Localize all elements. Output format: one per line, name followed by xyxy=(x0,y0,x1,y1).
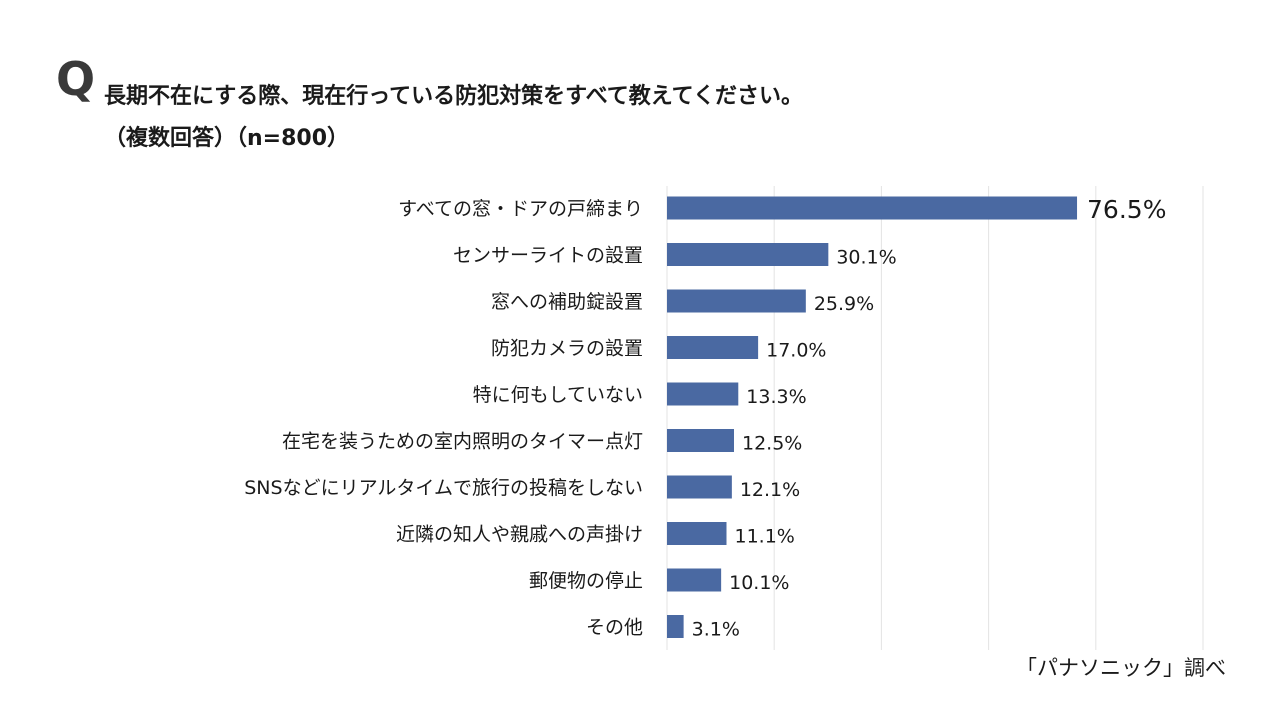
bar xyxy=(667,522,727,545)
bar xyxy=(667,336,759,359)
source-credit: 「パナソニック」調べ xyxy=(1016,656,1226,680)
data-label: 12.1% xyxy=(740,479,800,501)
data-label: 3.1% xyxy=(692,619,740,641)
data-label: 13.3% xyxy=(746,386,806,408)
category-label: 郵便物の停止 xyxy=(529,570,643,592)
category-label: その他 xyxy=(586,617,643,639)
bar xyxy=(667,615,684,638)
bar xyxy=(667,429,734,452)
category-label: センサーライトの設置 xyxy=(453,245,643,267)
data-label: 12.5% xyxy=(742,433,802,455)
category-label: 在宅を装うための室内照明のタイマー点灯 xyxy=(282,431,643,453)
bar xyxy=(667,196,1078,220)
data-label: 25.9% xyxy=(814,293,874,315)
category-label: 防犯カメラの設置 xyxy=(491,338,643,360)
bar xyxy=(667,289,806,313)
question-mark: Q xyxy=(56,52,96,106)
chart-title: 長期不在にする際、現在行っている防犯対策をすべて教えてください。 xyxy=(104,84,803,109)
category-label: 窓への補助錠設置 xyxy=(491,291,643,313)
bar xyxy=(667,382,739,406)
bar xyxy=(667,568,722,592)
chart-subtitle: （複数回答）（n=800） xyxy=(104,126,350,151)
category-label: 特に何もしていない xyxy=(473,384,643,406)
category-label: 近隣の知人や親戚への声掛け xyxy=(396,524,643,546)
category-label: SNSなどにリアルタイムで旅行の投稿をしない xyxy=(244,477,643,499)
data-label: 76.5% xyxy=(1087,195,1166,224)
data-label: 30.1% xyxy=(836,247,896,269)
category-label: すべての窓・ドアの戸締まり xyxy=(398,198,643,220)
bar xyxy=(667,243,829,266)
data-label: 11.1% xyxy=(734,526,794,548)
data-label: 17.0% xyxy=(766,340,826,362)
data-label: 10.1% xyxy=(729,572,789,594)
bar xyxy=(667,475,732,499)
